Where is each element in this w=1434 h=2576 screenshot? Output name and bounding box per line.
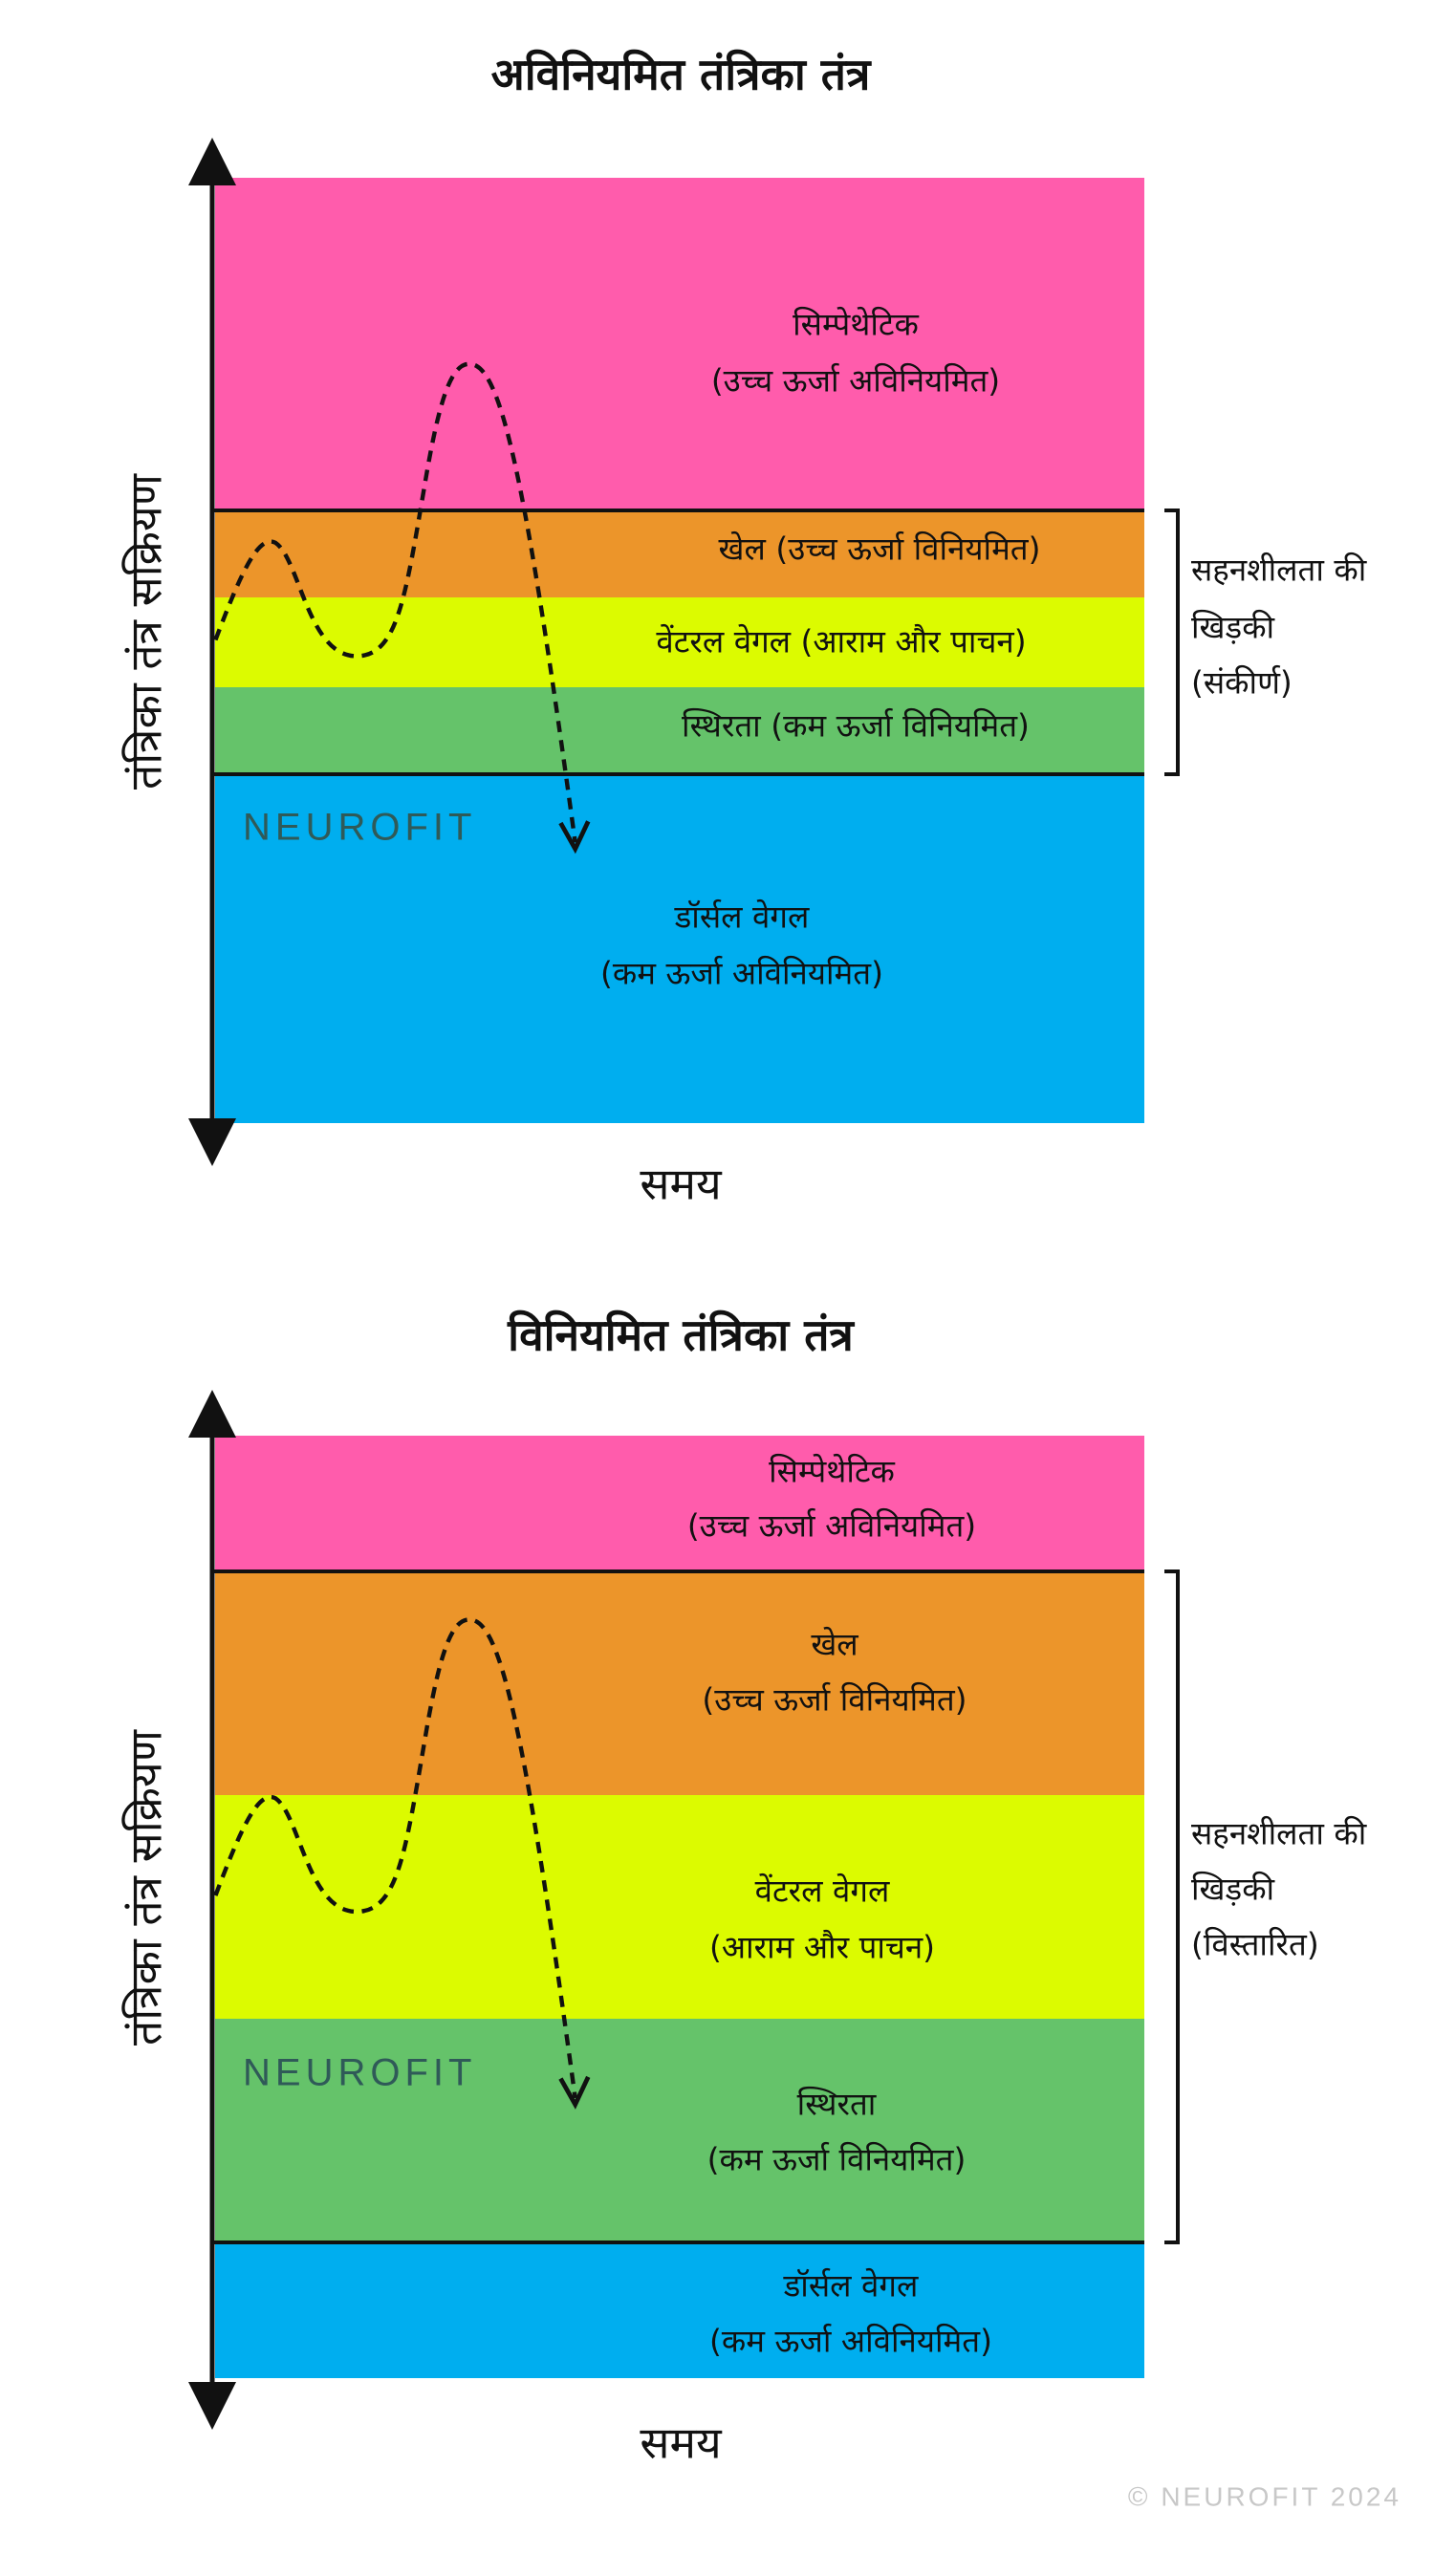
tolerance-label: सहनशीलता की — [1191, 1815, 1368, 1852]
zone-label: (उच्च ऊर्जा विनियमित) — [702, 1681, 967, 1719]
zone-band — [215, 2019, 1144, 2242]
curve-arrowhead — [558, 2075, 591, 2110]
zone-band — [215, 510, 1144, 597]
zone-label: (उच्च ऊर्जा अविनियमित) — [711, 362, 1000, 400]
zone-band — [215, 597, 1144, 687]
zone-band — [215, 1436, 1144, 1571]
activation-curve-group — [213, 1617, 591, 2110]
activation-curve-group — [213, 361, 591, 855]
zone-label: वेंटरल वेगल — [755, 1872, 890, 1910]
tolerance-label: (संकीर्ण) — [1191, 664, 1293, 702]
zone-label: (उच्च ऊर्जा अविनियमित) — [687, 1507, 976, 1545]
x-axis-label: समय — [640, 2417, 723, 2469]
zone-label: (कम ऊर्जा विनियमित) — [707, 2141, 967, 2178]
diagram-title: विनियमित तंत्रिका तंत्र — [507, 1310, 855, 1361]
zone-label: वेंटरल वेगल (आराम और पाचन) — [656, 623, 1026, 660]
diagram-panel: अविनियमित तंत्रिका तंत्र सिम्पेथेटिक (उच्च… — [120, 49, 1368, 1210]
y-axis-label: तंत्रिका तंत्र सक्रियण — [120, 473, 172, 790]
zone-band — [215, 1795, 1144, 2019]
curve-arrowhead — [558, 820, 591, 855]
zone-band — [215, 774, 1144, 1123]
zone-band — [215, 2242, 1144, 2378]
activation-curve — [213, 1617, 577, 2099]
tolerance-label: (विस्तारित) — [1191, 1926, 1319, 1963]
zone-band — [215, 178, 1144, 510]
activation-curve — [213, 361, 577, 843]
tolerance-label: खिड़की — [1191, 609, 1276, 646]
diagram-panel: विनियमित तंत्रिका तंत्र सिम्पेथेटिक (उच्च … — [120, 1310, 1368, 2469]
tolerance-label: सहनशीलता की — [1191, 552, 1368, 589]
watermark: NEUROFIT — [243, 2052, 476, 2094]
zone-label: खेल — [811, 1626, 858, 1663]
copyright: © NEUROFIT 2024 — [1128, 2481, 1401, 2511]
tolerance-bracket — [1164, 509, 1180, 776]
tolerance-bracket — [1164, 1569, 1180, 2244]
zone-label: (कम ऊर्जा अविनियमित) — [600, 955, 883, 992]
zone-label: सिम्पेथेटिक — [769, 1453, 895, 1490]
y-axis-label: तंत्रिका तंत्र सक्रियण — [120, 1729, 172, 2046]
zone-label: (आराम और पाचन) — [709, 1929, 935, 1966]
diagram-title: अविनियमित तंत्रिका तंत्र — [491, 49, 872, 100]
zone-label: सिम्पेथेटिक — [793, 306, 919, 343]
zone-label: (कम ऊर्जा अविनियमित) — [709, 2323, 992, 2360]
zone-label: स्थिरता (कम ऊर्जा विनियमित) — [682, 707, 1030, 745]
x-axis-label: समय — [640, 1158, 723, 1210]
tolerance-label: खिड़की — [1191, 1871, 1276, 1908]
zone-label: डॉर्सल वेगल — [674, 898, 810, 936]
zone-band — [215, 1571, 1144, 1795]
zone-band — [215, 687, 1144, 774]
watermark: NEUROFIT — [243, 807, 476, 849]
zone-label: खेल (उच्च ऊर्जा विनियमित) — [719, 530, 1041, 568]
zone-label: डॉर्सल वेगल — [783, 2267, 919, 2305]
zone-label: स्थिरता — [797, 2086, 878, 2123]
